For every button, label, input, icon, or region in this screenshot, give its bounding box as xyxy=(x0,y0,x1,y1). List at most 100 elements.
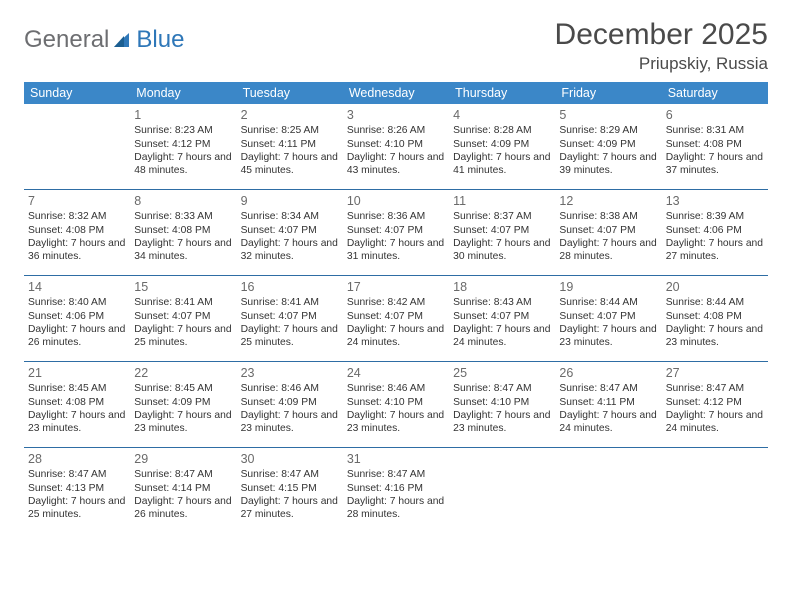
calendar-week: 14Sunrise: 8:40 AMSunset: 4:06 PMDayligh… xyxy=(24,276,768,362)
sunset-text: Sunset: 4:09 PM xyxy=(134,396,232,409)
calendar-cell: 26Sunrise: 8:47 AMSunset: 4:11 PMDayligh… xyxy=(555,362,661,448)
calendar-week: 7Sunrise: 8:32 AMSunset: 4:08 PMDaylight… xyxy=(24,190,768,276)
sunrise-text: Sunrise: 8:39 AM xyxy=(666,210,764,223)
day-number: 29 xyxy=(134,451,232,467)
day-number: 10 xyxy=(347,193,445,209)
sunset-text: Sunset: 4:10 PM xyxy=(453,396,551,409)
sunrise-text: Sunrise: 8:38 AM xyxy=(559,210,657,223)
calendar-table: SundayMondayTuesdayWednesdayThursdayFrid… xyxy=(24,82,768,537)
sunrise-text: Sunrise: 8:26 AM xyxy=(347,124,445,137)
sail-icon xyxy=(112,30,132,50)
sunset-text: Sunset: 4:09 PM xyxy=(559,138,657,151)
calendar-cell: 8Sunrise: 8:33 AMSunset: 4:08 PMDaylight… xyxy=(130,190,236,276)
sunset-text: Sunset: 4:08 PM xyxy=(134,224,232,237)
calendar-cell: 21Sunrise: 8:45 AMSunset: 4:08 PMDayligh… xyxy=(24,362,130,448)
daylight-text: Daylight: 7 hours and 28 minutes. xyxy=(559,237,657,264)
daylight-text: Daylight: 7 hours and 31 minutes. xyxy=(347,237,445,264)
logo-word-blue: Blue xyxy=(136,26,184,54)
calendar-cell: 29Sunrise: 8:47 AMSunset: 4:14 PMDayligh… xyxy=(130,448,236,538)
day-number: 15 xyxy=(134,279,232,295)
daylight-text: Daylight: 7 hours and 36 minutes. xyxy=(28,237,126,264)
sunrise-text: Sunrise: 8:42 AM xyxy=(347,296,445,309)
sunset-text: Sunset: 4:10 PM xyxy=(347,396,445,409)
calendar-cell: 4Sunrise: 8:28 AMSunset: 4:09 PMDaylight… xyxy=(449,104,555,190)
calendar-week: 28Sunrise: 8:47 AMSunset: 4:13 PMDayligh… xyxy=(24,448,768,538)
sunrise-text: Sunrise: 8:41 AM xyxy=(134,296,232,309)
sunrise-text: Sunrise: 8:44 AM xyxy=(666,296,764,309)
calendar-cell: 5Sunrise: 8:29 AMSunset: 4:09 PMDaylight… xyxy=(555,104,661,190)
calendar-cell: 15Sunrise: 8:41 AMSunset: 4:07 PMDayligh… xyxy=(130,276,236,362)
sunrise-text: Sunrise: 8:29 AM xyxy=(559,124,657,137)
sunset-text: Sunset: 4:11 PM xyxy=(559,396,657,409)
sunrise-text: Sunrise: 8:46 AM xyxy=(347,382,445,395)
sunset-text: Sunset: 4:07 PM xyxy=(241,224,339,237)
calendar-cell: 17Sunrise: 8:42 AMSunset: 4:07 PMDayligh… xyxy=(343,276,449,362)
daylight-text: Daylight: 7 hours and 32 minutes. xyxy=(241,237,339,264)
daylight-text: Daylight: 7 hours and 24 minutes. xyxy=(453,323,551,350)
day-number: 14 xyxy=(28,279,126,295)
daylight-text: Daylight: 7 hours and 26 minutes. xyxy=(28,323,126,350)
day-header: Wednesday xyxy=(343,82,449,104)
sunset-text: Sunset: 4:07 PM xyxy=(347,224,445,237)
daylight-text: Daylight: 7 hours and 26 minutes. xyxy=(134,495,232,522)
day-number: 6 xyxy=(666,107,764,123)
day-number: 25 xyxy=(453,365,551,381)
calendar-cell: 13Sunrise: 8:39 AMSunset: 4:06 PMDayligh… xyxy=(662,190,768,276)
sunset-text: Sunset: 4:07 PM xyxy=(241,310,339,323)
day-number: 20 xyxy=(666,279,764,295)
sunrise-text: Sunrise: 8:45 AM xyxy=(28,382,126,395)
calendar-week: 1Sunrise: 8:23 AMSunset: 4:12 PMDaylight… xyxy=(24,104,768,190)
sunset-text: Sunset: 4:11 PM xyxy=(241,138,339,151)
sunset-text: Sunset: 4:08 PM xyxy=(666,310,764,323)
daylight-text: Daylight: 7 hours and 41 minutes. xyxy=(453,151,551,178)
sunset-text: Sunset: 4:07 PM xyxy=(559,310,657,323)
day-number: 3 xyxy=(347,107,445,123)
day-number: 30 xyxy=(241,451,339,467)
calendar-cell: 22Sunrise: 8:45 AMSunset: 4:09 PMDayligh… xyxy=(130,362,236,448)
daylight-text: Daylight: 7 hours and 25 minutes. xyxy=(241,323,339,350)
sunrise-text: Sunrise: 8:47 AM xyxy=(666,382,764,395)
calendar-cell: 6Sunrise: 8:31 AMSunset: 4:08 PMDaylight… xyxy=(662,104,768,190)
logo-word-general: General xyxy=(24,26,109,54)
calendar-cell: 1Sunrise: 8:23 AMSunset: 4:12 PMDaylight… xyxy=(130,104,236,190)
title-block: December 2025 Priupskiy, Russia xyxy=(555,12,768,74)
daylight-text: Daylight: 7 hours and 25 minutes. xyxy=(134,323,232,350)
daylight-text: Daylight: 7 hours and 30 minutes. xyxy=(453,237,551,264)
daylight-text: Daylight: 7 hours and 39 minutes. xyxy=(559,151,657,178)
day-number: 23 xyxy=(241,365,339,381)
daylight-text: Daylight: 7 hours and 24 minutes. xyxy=(347,323,445,350)
day-number: 22 xyxy=(134,365,232,381)
sunrise-text: Sunrise: 8:47 AM xyxy=(241,468,339,481)
calendar-cell: 25Sunrise: 8:47 AMSunset: 4:10 PMDayligh… xyxy=(449,362,555,448)
daylight-text: Daylight: 7 hours and 27 minutes. xyxy=(241,495,339,522)
daylight-text: Daylight: 7 hours and 23 minutes. xyxy=(347,409,445,436)
calendar-cell: 20Sunrise: 8:44 AMSunset: 4:08 PMDayligh… xyxy=(662,276,768,362)
day-number: 17 xyxy=(347,279,445,295)
day-number: 28 xyxy=(28,451,126,467)
calendar-cell: 3Sunrise: 8:26 AMSunset: 4:10 PMDaylight… xyxy=(343,104,449,190)
daylight-text: Daylight: 7 hours and 23 minutes. xyxy=(134,409,232,436)
sunset-text: Sunset: 4:12 PM xyxy=(666,396,764,409)
calendar-cell: 2Sunrise: 8:25 AMSunset: 4:11 PMDaylight… xyxy=(237,104,343,190)
calendar-cell: 7Sunrise: 8:32 AMSunset: 4:08 PMDaylight… xyxy=(24,190,130,276)
sunset-text: Sunset: 4:09 PM xyxy=(241,396,339,409)
sunset-text: Sunset: 4:07 PM xyxy=(453,224,551,237)
calendar-cell: 28Sunrise: 8:47 AMSunset: 4:13 PMDayligh… xyxy=(24,448,130,538)
sunset-text: Sunset: 4:09 PM xyxy=(453,138,551,151)
sunrise-text: Sunrise: 8:36 AM xyxy=(347,210,445,223)
location-label: Priupskiy, Russia xyxy=(555,54,768,74)
sunrise-text: Sunrise: 8:33 AM xyxy=(134,210,232,223)
calendar-cell xyxy=(555,448,661,538)
sunset-text: Sunset: 4:06 PM xyxy=(28,310,126,323)
day-number: 26 xyxy=(559,365,657,381)
day-number: 8 xyxy=(134,193,232,209)
day-number: 1 xyxy=(134,107,232,123)
calendar-cell: 14Sunrise: 8:40 AMSunset: 4:06 PMDayligh… xyxy=(24,276,130,362)
daylight-text: Daylight: 7 hours and 48 minutes. xyxy=(134,151,232,178)
logo: General Blue xyxy=(24,12,184,54)
daylight-text: Daylight: 7 hours and 28 minutes. xyxy=(347,495,445,522)
day-number: 7 xyxy=(28,193,126,209)
day-header: Saturday xyxy=(662,82,768,104)
calendar-cell: 19Sunrise: 8:44 AMSunset: 4:07 PMDayligh… xyxy=(555,276,661,362)
daylight-text: Daylight: 7 hours and 25 minutes. xyxy=(28,495,126,522)
